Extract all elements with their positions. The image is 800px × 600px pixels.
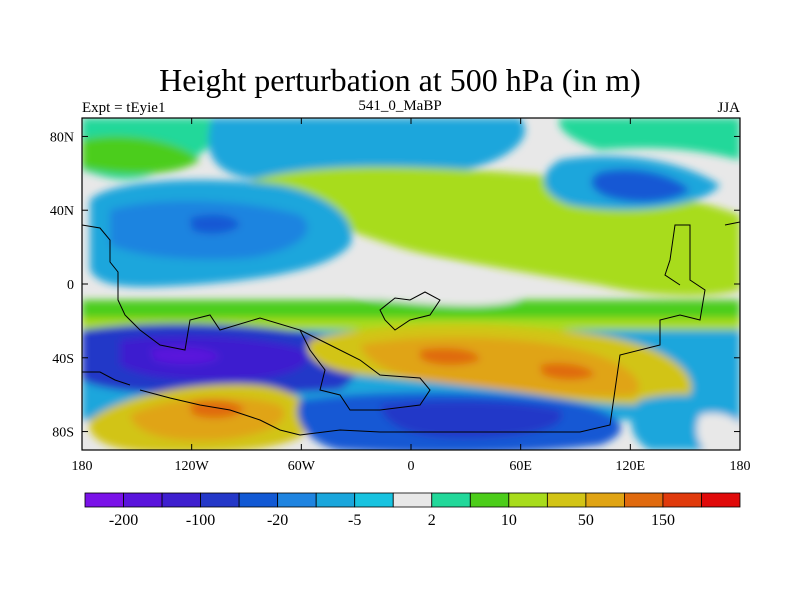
colorbar-swatch	[546, 492, 587, 508]
colorbar-swatch	[315, 492, 356, 508]
y-tick-label: 80N	[50, 130, 74, 145]
time-label: 541_0_MaBP	[358, 98, 442, 114]
land-outlines	[81, 221, 741, 436]
colorbar-label: -100	[186, 512, 215, 529]
colorbar-swatch	[701, 492, 741, 508]
colorbar-swatch	[469, 492, 510, 508]
colorbar-label: -20	[267, 512, 288, 529]
y-axis: 80N 40N 0 40S 80S	[50, 130, 740, 441]
height-field	[82, 118, 740, 450]
colorbar-swatch	[662, 492, 702, 508]
colorbar-swatch	[123, 492, 163, 508]
colorbar-swatch	[161, 492, 201, 508]
x-tick-label: 0	[408, 459, 415, 474]
colorbar-label: 2	[428, 512, 436, 529]
colorbar: -200 -100 -20 -5 2 10 50 150	[84, 492, 741, 529]
colorbar-swatch	[354, 492, 394, 508]
colorbar-swatch	[585, 492, 625, 508]
x-tick-label: 60W	[288, 459, 316, 474]
colorbar-swatch	[200, 492, 240, 508]
map-title: Height perturbation at 500 hPa (in m)	[159, 62, 641, 98]
x-tick-label: 120E	[616, 459, 646, 474]
x-tick-label: 180	[730, 459, 751, 474]
colorbar-label: 10	[501, 512, 517, 529]
colorbar-swatch	[392, 492, 433, 508]
y-tick-label: 40S	[52, 352, 74, 367]
x-axis: 180 120W 60W 0 60E 120E 180	[72, 118, 751, 474]
x-tick-label: 120W	[175, 459, 210, 474]
colorbar-swatch	[84, 492, 124, 508]
x-tick-label: 60E	[509, 459, 532, 474]
y-tick-label: 0	[67, 278, 74, 293]
colorbar-label: 50	[578, 512, 594, 529]
colorbar-swatch	[431, 492, 471, 508]
x-tick-label: 180	[72, 459, 93, 474]
colorbar-label: -5	[348, 512, 361, 529]
experiment-label: Expt = tEyie1	[82, 100, 166, 116]
season-label: JJA	[717, 100, 740, 116]
colorbar-label: 150	[651, 512, 675, 529]
y-tick-label: 80S	[52, 426, 74, 441]
colorbar-swatch	[624, 492, 664, 508]
colorbar-swatch	[277, 492, 317, 508]
colorbar-swatch	[238, 492, 279, 508]
colorbar-label: -200	[109, 512, 138, 529]
y-tick-label: 40N	[50, 204, 74, 219]
colorbar-swatch	[508, 492, 548, 508]
